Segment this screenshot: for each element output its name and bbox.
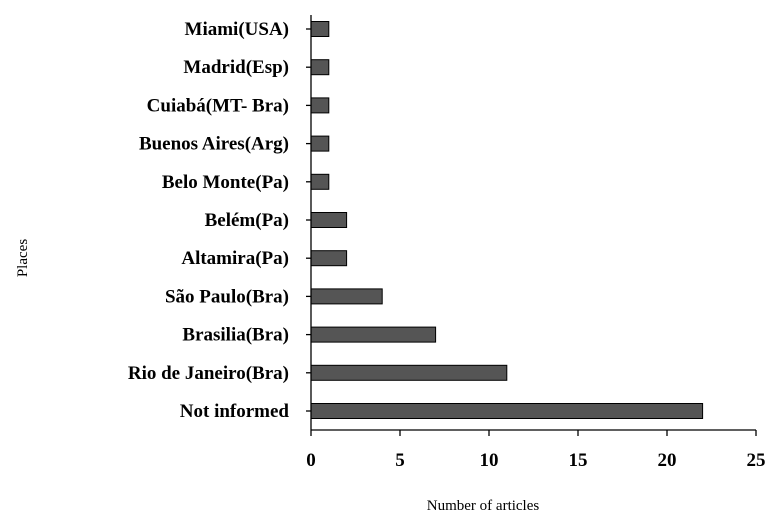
bar-3 xyxy=(310,288,383,305)
category-label: Not informed xyxy=(180,401,290,422)
category-label: Rio de Janeiro(Bra) xyxy=(128,363,289,384)
category-label: Buenos Aires(Arg) xyxy=(139,134,289,155)
x-tick-label: 15 xyxy=(569,450,588,471)
category-label: Altamira(Pa) xyxy=(181,248,289,269)
bar-8 xyxy=(310,97,330,114)
bar-1 xyxy=(310,364,508,381)
bar-7 xyxy=(310,135,330,152)
bar-6 xyxy=(310,173,330,190)
category-label: São Paulo(Bra) xyxy=(165,286,289,307)
x-tick-label: 20 xyxy=(658,450,677,471)
category-labels: Not informed Rio de Janeiro(Bra) Brasilia(… xyxy=(128,19,290,422)
x-tick-label: 0 xyxy=(306,450,316,471)
x-tick-label: 10 xyxy=(480,450,499,471)
bar-0 xyxy=(310,403,704,419)
category-label: Belém(Pa) xyxy=(205,210,289,231)
x-tick-label: 5 xyxy=(395,450,405,471)
bars-group xyxy=(306,21,704,419)
category-label: Madrid(Esp) xyxy=(183,57,289,78)
x-tick-label: 25 xyxy=(747,450,766,471)
bar-10 xyxy=(310,21,330,37)
category-label: Miami(USA) xyxy=(185,19,289,40)
x-axis-ticks: 0 5 10 15 20 25 xyxy=(306,430,766,471)
y-axis-title: Places xyxy=(15,239,31,277)
bar-5 xyxy=(310,212,348,228)
category-label: Brasilia(Bra) xyxy=(182,325,289,346)
x-axis-title: Number of articles xyxy=(427,498,540,514)
bar-9 xyxy=(310,59,330,76)
bar-4 xyxy=(310,250,348,267)
category-label: Cuiabá(MT- Bra) xyxy=(147,95,289,116)
category-label: Belo Monte(Pa) xyxy=(162,172,289,193)
bar-2 xyxy=(310,326,437,343)
